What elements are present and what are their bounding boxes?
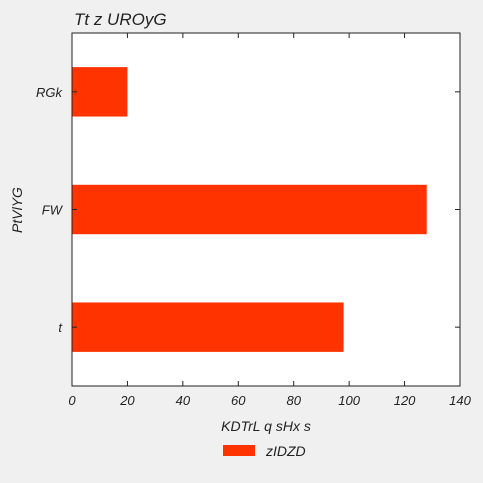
legend: zIDZD [223, 443, 306, 459]
bar-FW [72, 184, 427, 235]
bar-t [72, 302, 344, 352]
bars [72, 67, 427, 352]
x-tick-label: 80 [286, 393, 301, 408]
y-tick-label: RGk [36, 85, 64, 100]
x-tick-label: 140 [449, 393, 471, 408]
x-tick-label: 120 [394, 393, 416, 408]
x-axis: 0 20 40 60 80 100 120 140 [68, 33, 472, 408]
chart-title: Tt z UROyG [74, 10, 167, 29]
x-tick-label: 20 [119, 393, 135, 408]
y-axis: t FW RGk [36, 85, 460, 335]
x-tick-label: 100 [338, 393, 360, 408]
x-tick-label: 40 [176, 393, 191, 408]
y-axis-title: PtVlYG [9, 187, 25, 233]
x-tick-label: 0 [68, 393, 76, 408]
y-tick-label: FW [42, 203, 64, 218]
x-tick-label: 60 [231, 393, 246, 408]
legend-label: zIDZD [265, 443, 306, 459]
legend-swatch [223, 445, 255, 456]
bar-RGk [72, 67, 128, 117]
y-tick-label: t [58, 320, 63, 335]
x-axis-title: KDTrL q sHx s [221, 418, 311, 434]
